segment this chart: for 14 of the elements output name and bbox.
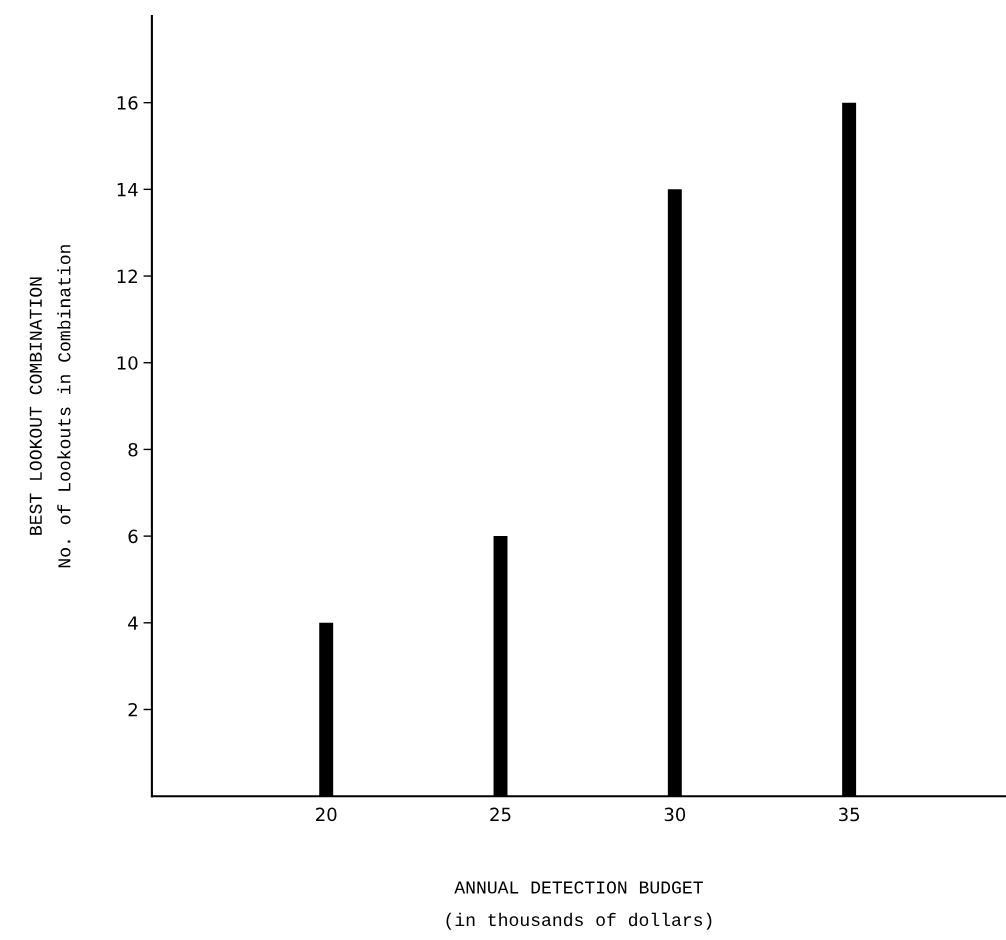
y-tick-label: 10 (117, 356, 138, 370)
x-tick-label: 35 (839, 807, 860, 822)
y-tick-label: 14 (117, 183, 138, 197)
x-tick-label: 30 (664, 807, 686, 822)
y-tick-label: 2 (128, 702, 137, 717)
y-tick-label: 4 (128, 616, 138, 630)
y-tick-label: 16 (117, 96, 138, 110)
y-tick-label: 8 (128, 442, 138, 457)
y-tick-label: 12 (117, 269, 137, 283)
x-axis-title: ANNUAL DETECTION BUDGET (in thousands of dollars) (446, 881, 712, 930)
y-tick-label: 6 (128, 529, 138, 544)
x-tick-label: 25 (490, 807, 511, 822)
x-tick-label: 20 (316, 807, 337, 822)
y-axis-title: BEST LOOKOUT COMBINATION No. of Lookouts in Combination (29, 245, 71, 568)
